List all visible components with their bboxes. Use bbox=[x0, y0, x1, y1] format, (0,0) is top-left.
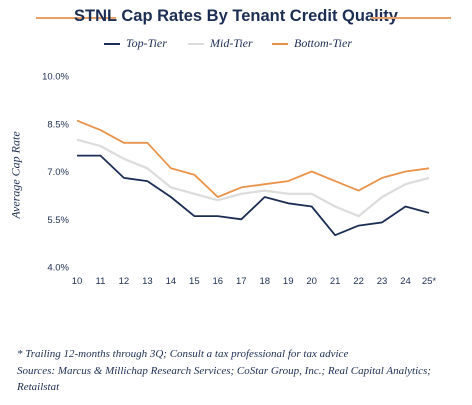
legend-swatch-bottom-tier bbox=[272, 43, 288, 45]
y-tick-label: 8.5% bbox=[47, 119, 69, 130]
line-chart: 4.0% 5.5% 7.0% 8.5% 10.0% 10 11 12 13 14 15 16 17 18 1… bbox=[42, 72, 437, 288]
legend-swatch-top-tier bbox=[104, 43, 120, 45]
series-line-top-tier bbox=[77, 154, 430, 237]
y-tick-label: 4.0% bbox=[47, 263, 69, 274]
x-tick-label: 11 bbox=[96, 276, 106, 287]
x-tick-label: 25* bbox=[422, 276, 437, 287]
y-tick-label: 7.0% bbox=[47, 167, 69, 178]
title-rule-right bbox=[371, 17, 451, 19]
legend-swatch-mid-tier bbox=[188, 43, 204, 45]
x-tick-label: 21 bbox=[330, 276, 341, 287]
x-tick-label: 22 bbox=[353, 276, 364, 287]
x-tick-label: 23 bbox=[377, 276, 388, 287]
x-tick-label: 17 bbox=[236, 276, 247, 287]
x-tick-label: 15 bbox=[189, 276, 200, 287]
y-tick-label: 5.5% bbox=[47, 215, 69, 226]
legend-label-bottom-tier: Bottom-Tier bbox=[294, 36, 353, 50]
footnote-sources: Sources: Marcus & Millichap Research Ser… bbox=[17, 365, 431, 393]
series-line-mid-tier bbox=[76, 138, 430, 218]
y-tick-label: 10.0% bbox=[42, 72, 69, 83]
legend-label-top-tier: Top-Tier bbox=[126, 36, 167, 50]
chart-title: STNL Cap Rates By Tenant Credit Quality bbox=[74, 7, 398, 25]
series-line-bottom-tier bbox=[76, 119, 430, 198]
x-tick-label: 19 bbox=[283, 276, 294, 287]
x-tick-label: 16 bbox=[213, 276, 224, 287]
legend-label-mid-tier: Mid-Tier bbox=[210, 36, 253, 50]
title-row: STNL Cap Rates By Tenant Credit Quality bbox=[0, 0, 472, 34]
x-tick-label: 20 bbox=[306, 276, 317, 287]
x-tick-label: 13 bbox=[142, 276, 153, 287]
x-tick-label: 24 bbox=[400, 276, 411, 287]
title-rule-left bbox=[36, 17, 116, 19]
x-tick-label: 14 bbox=[166, 276, 177, 287]
x-tick-label: 12 bbox=[119, 276, 130, 287]
x-tick-label: 18 bbox=[259, 276, 270, 287]
legend: Top-Tier Mid-Tier Bottom-Tier bbox=[0, 35, 472, 53]
x-tick-label: 10 bbox=[72, 276, 83, 287]
footnote-note: * Trailing 12-months through 3Q; Consult… bbox=[17, 348, 349, 360]
